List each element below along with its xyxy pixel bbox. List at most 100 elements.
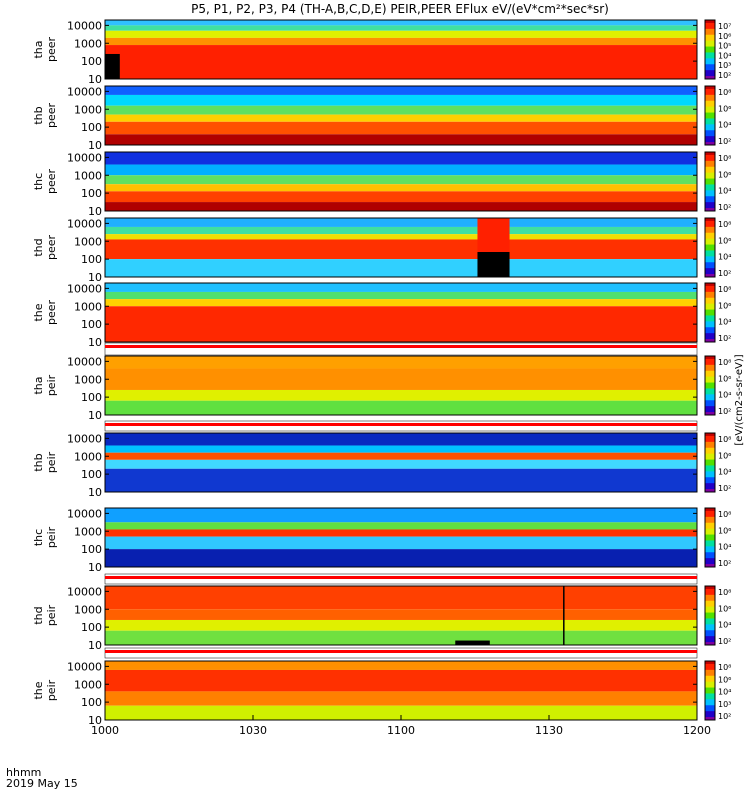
colorbar-step <box>705 588 715 591</box>
colorbar-step <box>705 243 715 246</box>
colorbar-step <box>705 290 715 293</box>
energy-band <box>105 45 697 79</box>
energy-band <box>105 306 697 342</box>
energy-band <box>105 445 697 453</box>
colorbar-step <box>705 665 715 668</box>
y-tick-label: 10 <box>88 336 102 349</box>
spectrogram-panel-thc-peer: 10000 1000 100 10 thc peer 10⁸ 10⁶ 10⁴ 10² <box>32 151 731 218</box>
colorbar-step <box>705 600 715 603</box>
colorbar-step <box>705 159 715 162</box>
colorbar-step <box>705 478 715 481</box>
colorbar-step <box>705 717 715 720</box>
energy-band <box>105 152 697 165</box>
energy-band <box>105 586 697 610</box>
colorbar-step <box>705 111 715 114</box>
colorbar-frame <box>704 507 716 568</box>
energy-band <box>105 368 697 390</box>
colorbar-step <box>705 683 715 686</box>
colorbar-step <box>705 709 715 712</box>
colorbar-step <box>705 33 715 36</box>
energy-band <box>105 239 697 260</box>
colorbar-step <box>705 360 715 363</box>
flag-bar-bg <box>104 342 698 356</box>
colorbar-step <box>705 508 715 510</box>
colorbar-step <box>705 549 715 552</box>
colorbar-step <box>705 76 715 79</box>
colorbar-step <box>705 356 715 358</box>
colorbar-step <box>705 546 715 549</box>
y-tick-label: 1000 <box>74 300 102 313</box>
colorbar-step <box>705 674 715 677</box>
colorbar-step <box>705 291 715 294</box>
colorbar-step <box>705 391 715 394</box>
colorbar-step <box>705 262 715 265</box>
colorbar-step <box>705 91 715 94</box>
energy-band <box>105 609 697 620</box>
colorbar-step <box>705 175 715 178</box>
colorbar-step <box>705 218 715 220</box>
colorbar-tick-label: 10⁴ <box>718 253 731 262</box>
colorbar-step <box>705 403 715 406</box>
colorbar-step <box>705 547 715 550</box>
y-tick-label: 10000 <box>67 217 102 230</box>
colorbar-step <box>705 538 715 541</box>
colorbar-step <box>705 333 715 336</box>
colorbar-step <box>705 303 715 306</box>
panel-species-label: peir <box>45 679 58 701</box>
colorbar-step <box>705 521 715 524</box>
colorbar-step <box>705 596 715 599</box>
colorbar-step <box>705 321 715 324</box>
y-tick-label: 1000 <box>74 603 102 616</box>
colorbar-tick-label: 10⁶ <box>718 104 731 113</box>
y-tick-label: 1000 <box>74 37 102 50</box>
colorbar-step <box>705 222 715 225</box>
energy-band <box>105 175 697 185</box>
colorbar-step <box>705 153 715 156</box>
energy-band <box>105 191 697 203</box>
colorbar-tick-label: 10⁴ <box>718 621 731 630</box>
colorbar-step <box>705 456 715 459</box>
colorbar-step <box>705 690 715 693</box>
energy-band <box>105 389 697 401</box>
colorbar-step <box>705 319 715 322</box>
colorbar: 10⁸ 10⁶ 10⁴ 10² <box>704 217 731 278</box>
flag-bar-stripe <box>105 423 697 426</box>
colorbar-step <box>705 197 715 200</box>
y-tick-label: 10 <box>88 409 102 422</box>
colorbar-step <box>705 178 715 181</box>
colorbar-step <box>705 447 715 450</box>
colorbar-step <box>705 67 715 70</box>
colorbar-step <box>705 106 715 109</box>
colorbar-step <box>705 624 715 627</box>
colorbar-step <box>705 229 715 232</box>
colorbar-step <box>705 248 715 251</box>
colorbar-step <box>705 366 715 369</box>
colorbar-step <box>705 407 715 410</box>
colorbar-step <box>705 591 715 594</box>
colorbar-step <box>705 322 715 325</box>
panel-species-label: peir <box>45 526 58 548</box>
y-tick-label: 100 <box>81 318 102 331</box>
colorbar-step <box>705 133 715 136</box>
colorbar-step <box>705 99 715 102</box>
colorbar-step <box>705 369 715 372</box>
colorbar-step <box>705 166 715 169</box>
energy-band <box>105 259 697 277</box>
y-tick-label: 10 <box>88 73 102 86</box>
colorbar-step <box>705 193 715 196</box>
colorbar-frame <box>704 151 716 212</box>
colorbar-step <box>705 459 715 462</box>
colorbar-step <box>705 452 715 455</box>
colorbar-step <box>705 513 715 516</box>
colorbar-tick-label: 10⁸ <box>718 663 731 672</box>
colorbar-step <box>705 294 715 297</box>
y-tick-label: 100 <box>81 55 102 68</box>
colorbar-step <box>705 671 715 674</box>
colorbar-step <box>705 611 715 614</box>
colorbar-step <box>705 453 715 456</box>
y-tick-label: 100 <box>81 391 102 404</box>
colorbar-step <box>705 663 715 666</box>
colorbar-step <box>705 334 715 337</box>
